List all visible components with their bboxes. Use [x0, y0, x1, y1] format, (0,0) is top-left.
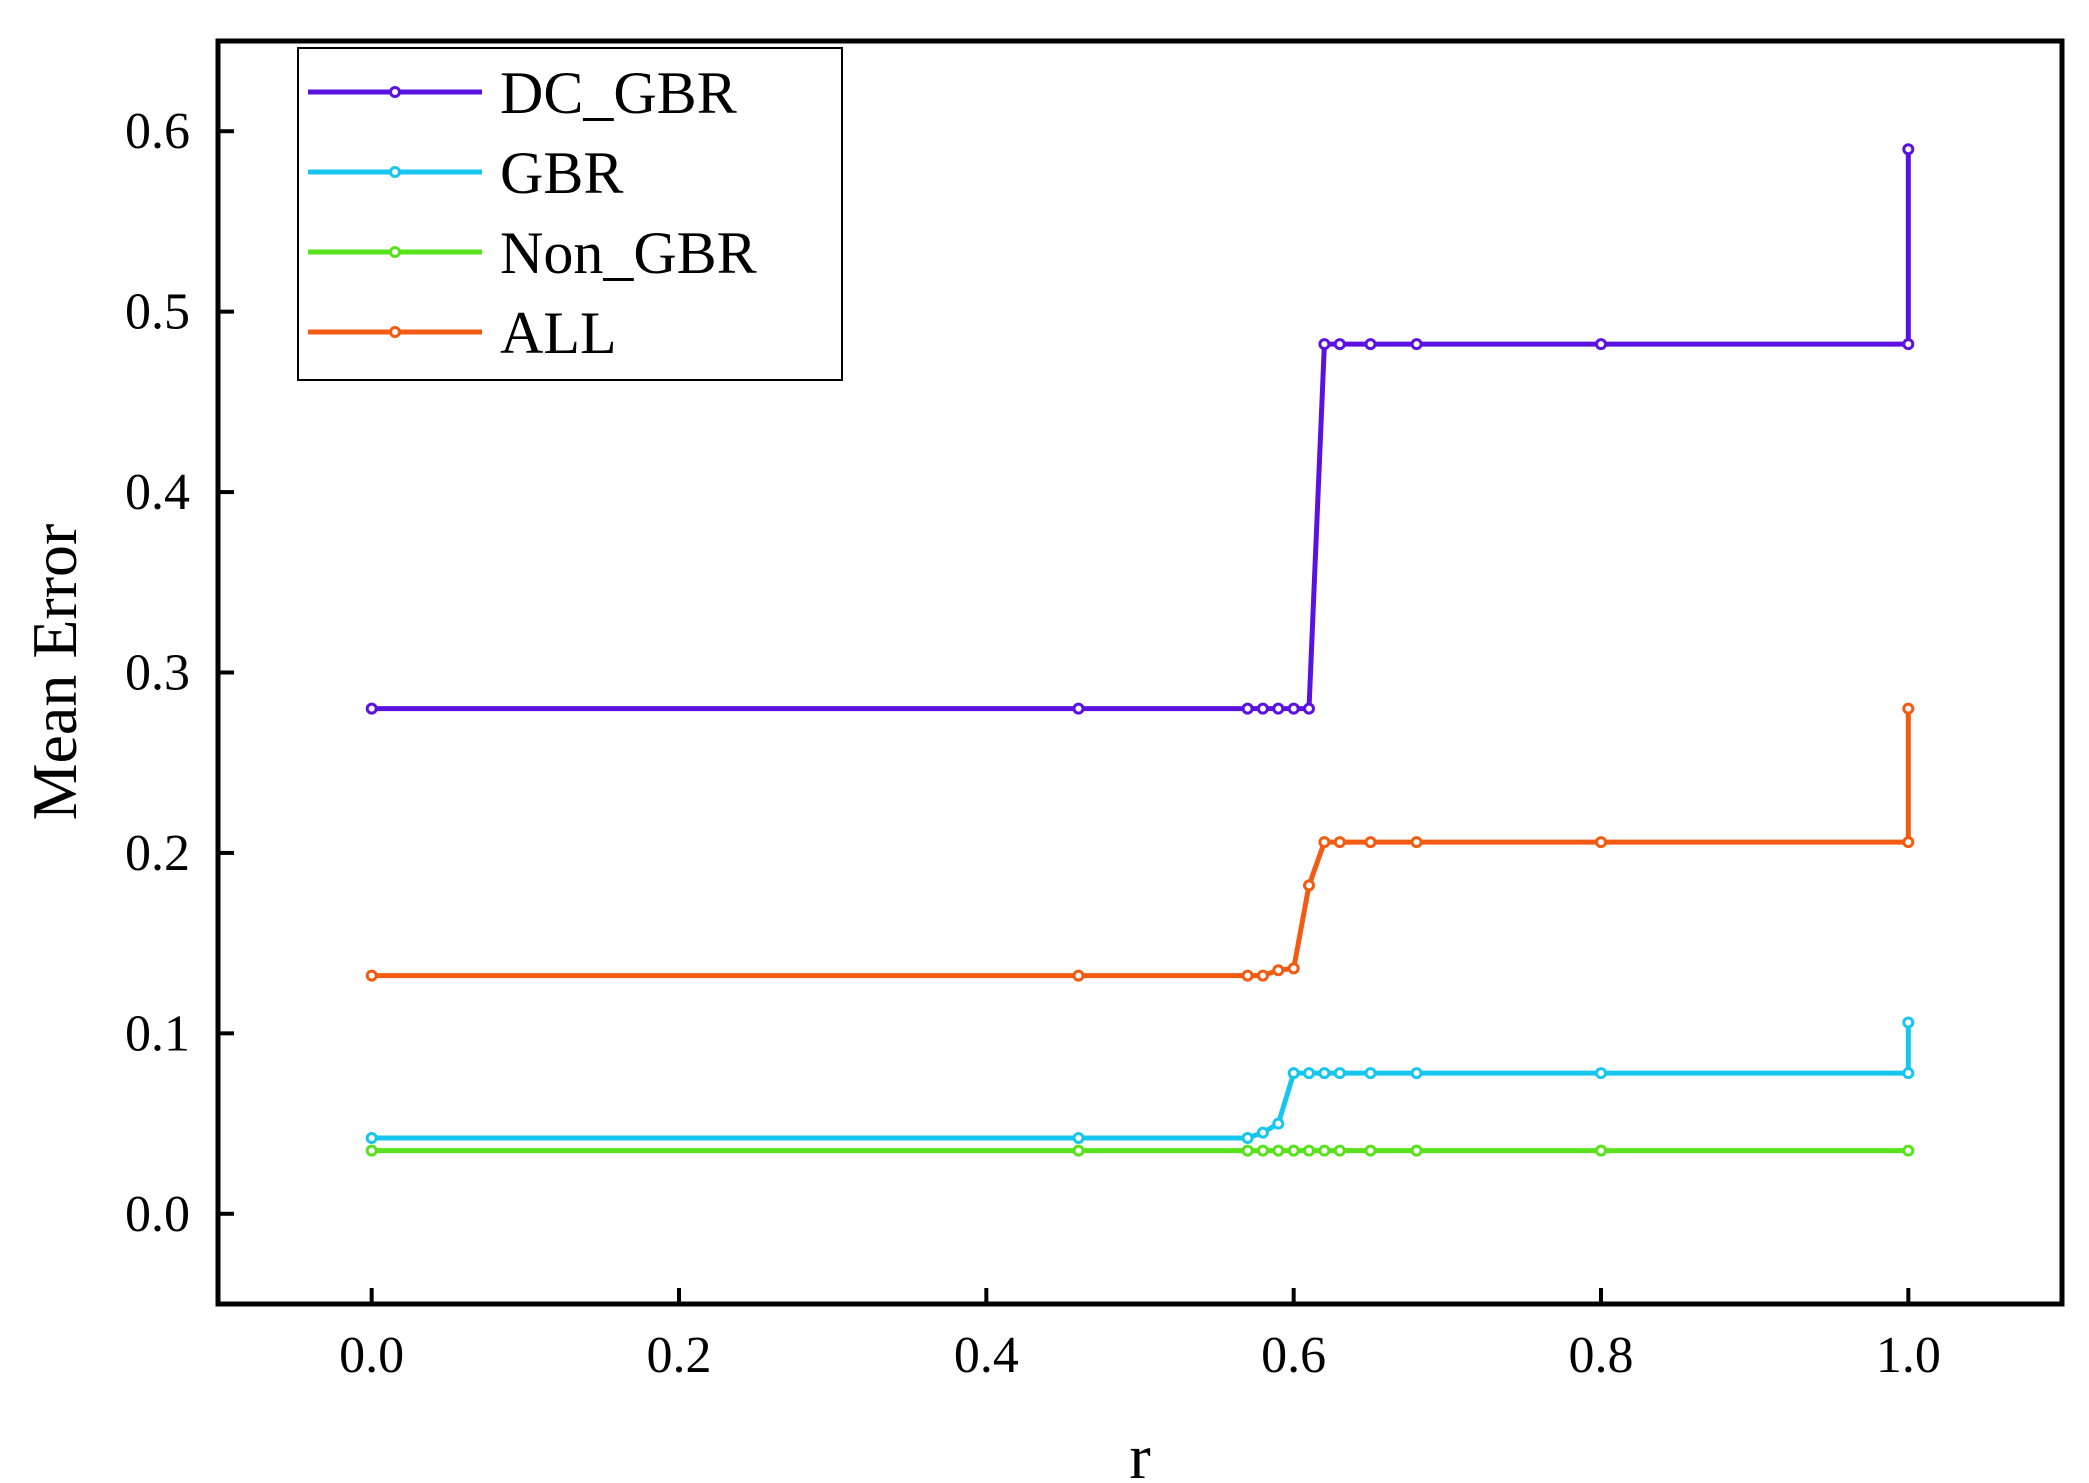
legend-item: ALL	[308, 300, 617, 366]
data-point	[1272, 1144, 1285, 1157]
y-axis-label: Mean Error	[19, 524, 90, 821]
series-layer	[365, 143, 1915, 1157]
data-point	[365, 1132, 378, 1144]
data-point	[1303, 1067, 1315, 1080]
x-axis-label: r	[1129, 1421, 1150, 1483]
data-point	[1287, 1067, 1300, 1080]
data-point	[1287, 1144, 1300, 1157]
data-point	[1072, 1144, 1085, 1157]
data-point	[1333, 836, 1346, 849]
data-point	[1241, 969, 1254, 982]
data-point	[1256, 1126, 1269, 1139]
series-gbr	[365, 1016, 1915, 1144]
data-point	[1303, 1144, 1315, 1157]
x-tick-label: 0.4	[954, 1327, 1019, 1384]
data-point	[365, 1144, 378, 1157]
data-point	[1318, 836, 1331, 849]
data-point	[1318, 1144, 1331, 1157]
legend-swatch-marker	[389, 326, 401, 338]
legend-item: DC_GBR	[308, 60, 737, 126]
legend-item: Non_GBR	[308, 220, 757, 286]
data-point	[1595, 1144, 1607, 1157]
data-point	[1410, 1067, 1423, 1080]
x-axis-ticks: 0.0 0.2 0.4 0.6 0.8 1.0	[339, 1288, 1941, 1384]
data-point	[1072, 702, 1085, 715]
data-point	[1902, 1144, 1915, 1157]
data-point	[1272, 1117, 1285, 1130]
data-point	[1241, 1144, 1254, 1157]
data-point	[1333, 1144, 1346, 1157]
legend-label: ALL	[500, 300, 617, 366]
data-point	[1256, 1144, 1269, 1157]
y-tick-label: 0.3	[125, 645, 190, 702]
data-point	[1595, 338, 1607, 351]
data-point	[1287, 962, 1300, 975]
data-point	[1410, 338, 1423, 351]
data-point	[1595, 1067, 1607, 1080]
legend-item: GBR	[308, 140, 623, 206]
data-point	[1902, 1016, 1915, 1029]
data-point	[1902, 338, 1915, 351]
data-point	[1272, 702, 1285, 715]
data-point	[1364, 338, 1377, 351]
data-point	[1072, 1132, 1085, 1144]
data-point	[1303, 702, 1315, 715]
y-axis-ticks: 0.0 0.1 0.2 0.3 0.4 0.5 0.6	[125, 103, 234, 1243]
data-point	[1364, 1067, 1377, 1080]
data-point	[1410, 836, 1423, 849]
data-point	[365, 702, 378, 715]
legend-label: GBR	[500, 140, 623, 206]
x-tick-label: 0.6	[1261, 1327, 1326, 1384]
data-point	[1256, 702, 1269, 715]
y-tick-label: 0.4	[125, 464, 190, 521]
data-point	[1272, 964, 1285, 977]
data-point	[1595, 836, 1607, 849]
series-non-gbr	[365, 1144, 1915, 1157]
data-point	[1333, 1067, 1346, 1080]
legend-swatch-marker	[389, 246, 401, 258]
y-tick-label: 0.1	[125, 1005, 190, 1062]
data-point	[1318, 338, 1331, 351]
data-point	[1318, 1067, 1331, 1080]
series-all	[365, 702, 1915, 982]
legend: DC_GBR GBR Non_GBR ALL	[297, 47, 843, 381]
data-point	[365, 969, 378, 982]
x-tick-label: 0.8	[1569, 1327, 1634, 1384]
legend-label: Non_GBR	[500, 220, 757, 286]
data-point	[1072, 969, 1085, 982]
legend-box	[297, 47, 843, 381]
series-dc-gbr	[365, 143, 1915, 715]
data-point	[1256, 969, 1269, 982]
data-point	[1241, 1132, 1254, 1144]
x-tick-label: 1.0	[1876, 1327, 1941, 1384]
y-tick-label: 0.5	[125, 284, 190, 341]
data-point	[1902, 143, 1915, 156]
legend-swatch-marker	[389, 86, 401, 98]
data-point	[1287, 702, 1300, 715]
legend-label: DC_GBR	[500, 60, 737, 126]
x-tick-label: 0.0	[339, 1327, 404, 1384]
data-point	[1303, 879, 1315, 892]
data-point	[1241, 702, 1254, 715]
x-tick-label: 0.2	[647, 1327, 712, 1384]
data-point	[1902, 702, 1915, 715]
data-point	[1364, 1144, 1377, 1157]
y-tick-label: 0.0	[125, 1186, 190, 1243]
y-tick-label: 0.2	[125, 825, 190, 882]
y-tick-label: 0.6	[125, 103, 190, 160]
data-point	[1364, 836, 1377, 849]
data-point	[1410, 1144, 1423, 1157]
data-point	[1333, 338, 1346, 351]
data-point	[1902, 1067, 1915, 1080]
data-point	[1902, 836, 1915, 849]
legend-swatch-marker	[389, 166, 401, 178]
